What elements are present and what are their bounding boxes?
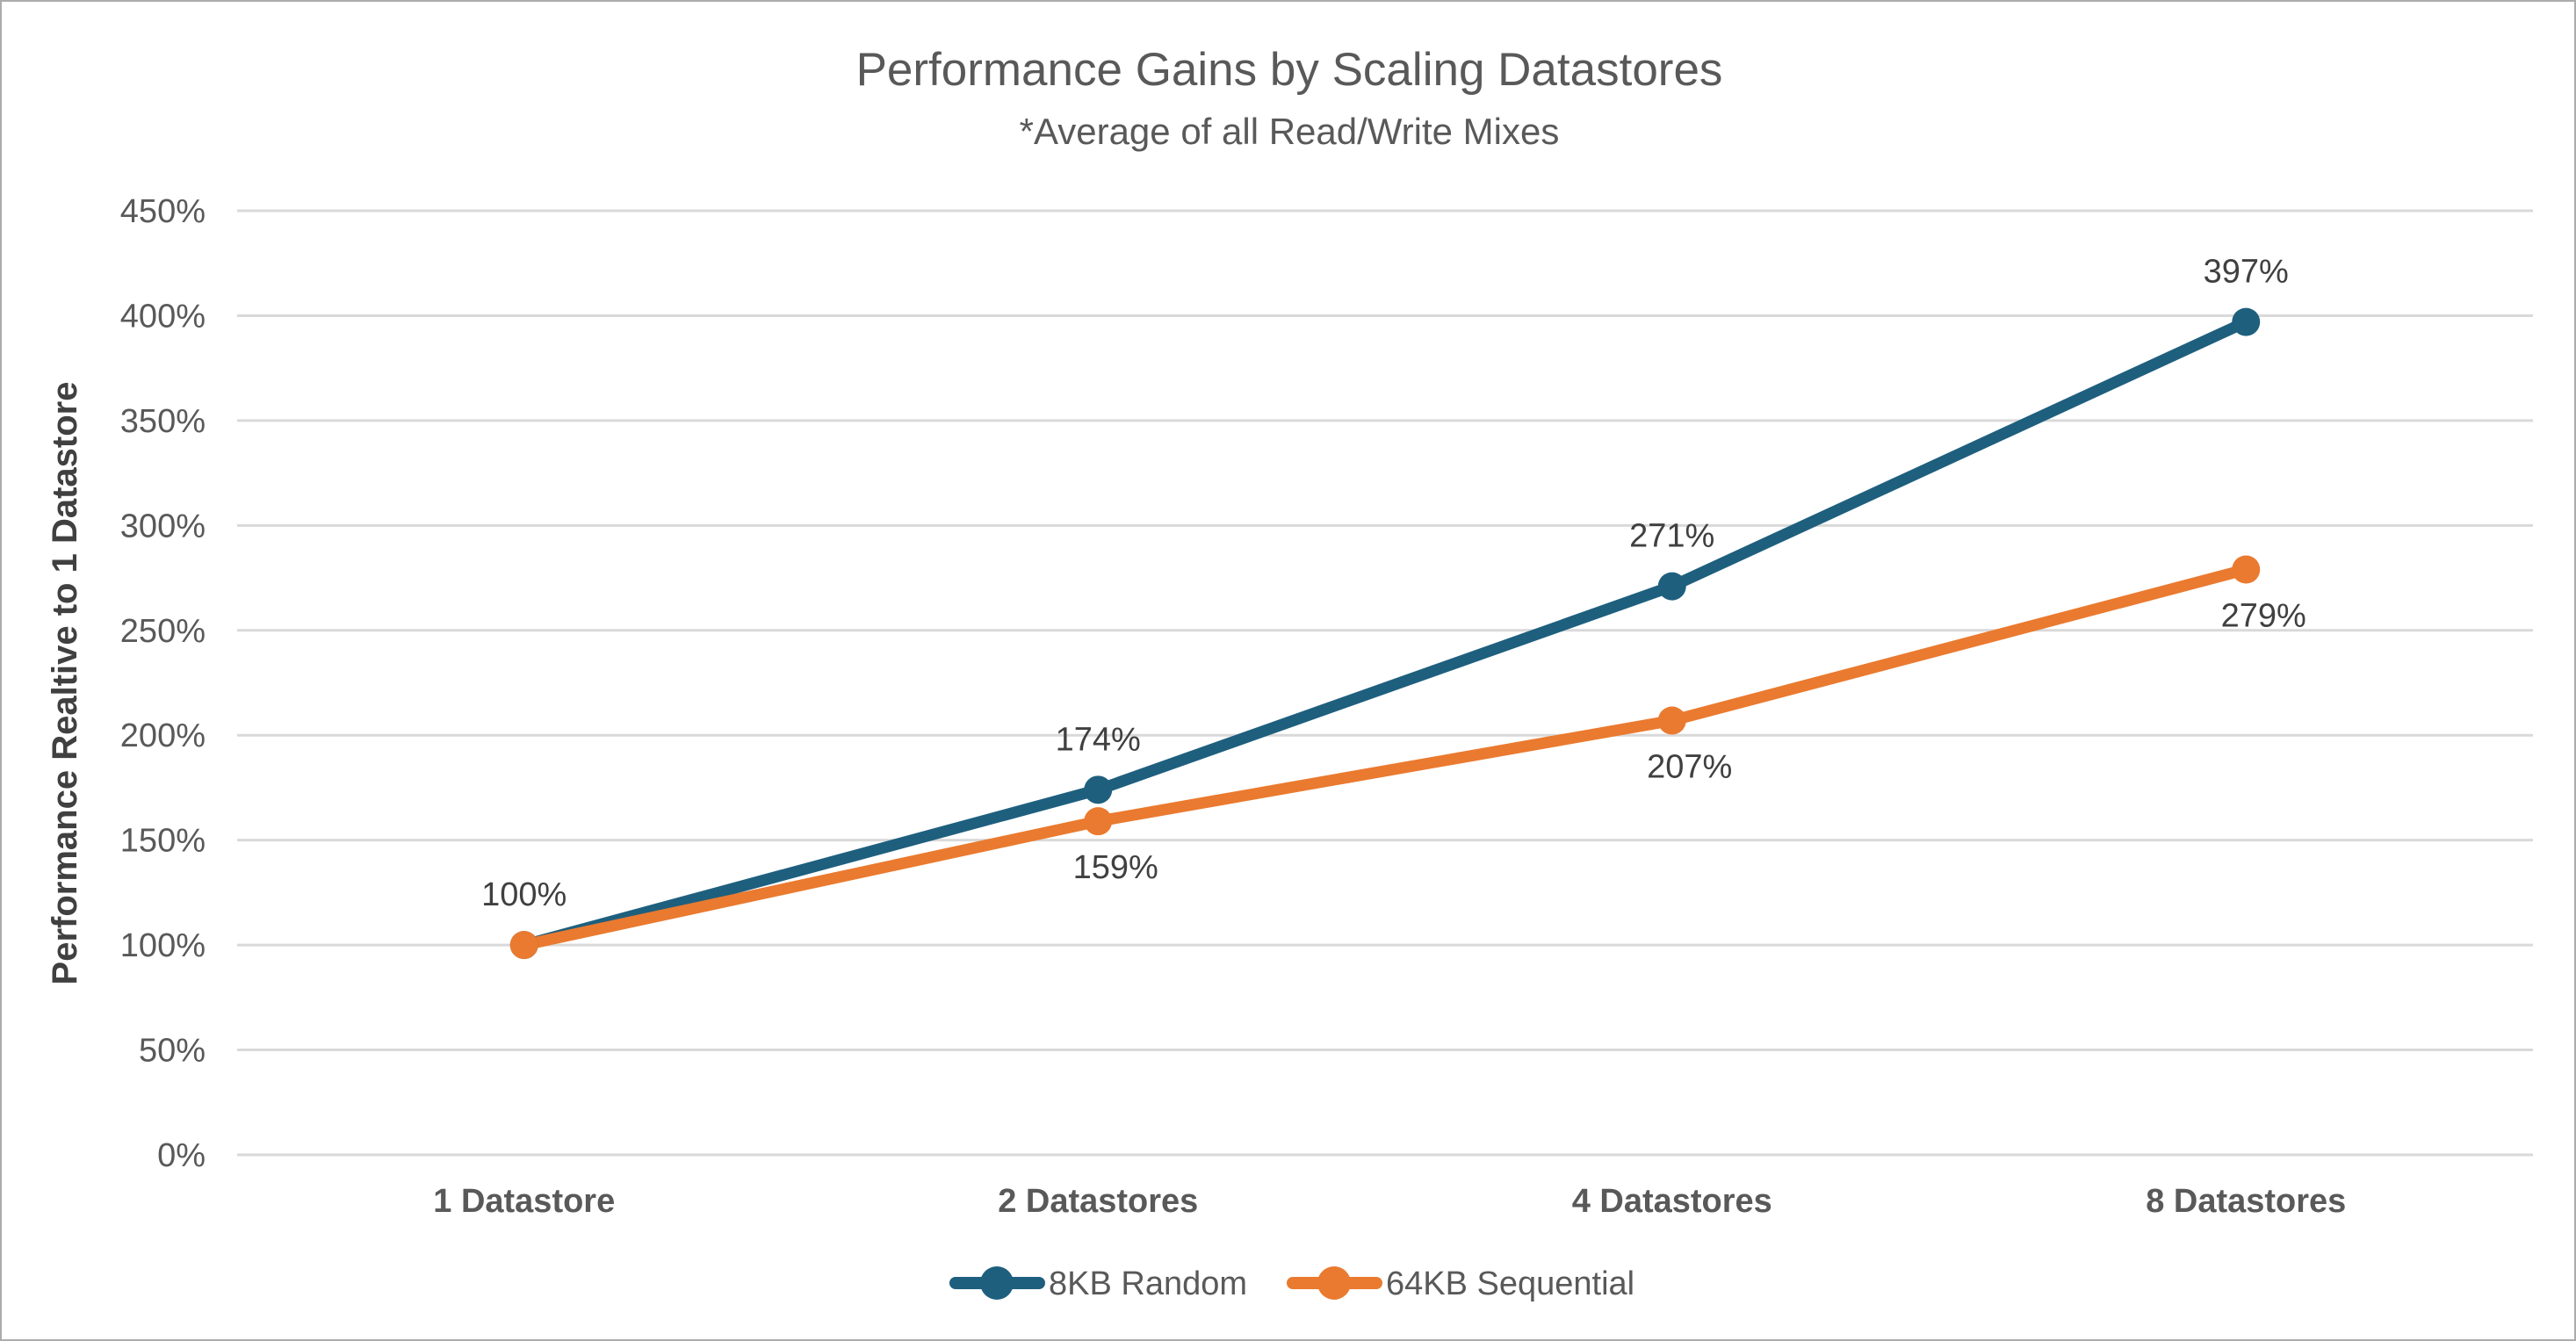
x-category-label: 4 Datastores	[1572, 1183, 1772, 1220]
y-axis-title: Performance Realtive to 1 Datastore	[46, 382, 84, 985]
data-labels: 100% 174% 271% 397% 159% 207% 279%	[481, 254, 2306, 913]
y-tick-label: 400%	[120, 298, 206, 335]
data-point-marker-0	[2232, 307, 2261, 336]
x-axis-category-labels: 1 Datastore 2 Datastores 4 Datastores 8 Dat…	[433, 1183, 2346, 1220]
y-tick-label: 150%	[120, 823, 206, 860]
y-tick-label: 350%	[120, 403, 206, 440]
y-tick-label: 100%	[120, 927, 206, 964]
data-label: 159%	[1073, 849, 1158, 886]
legend-label: 64KB Sequential	[1386, 1265, 1634, 1302]
data-label: 397%	[2204, 254, 2289, 291]
plot-area	[509, 307, 2261, 960]
x-category-label: 8 Datastores	[2146, 1183, 2346, 1220]
y-tick-label: 0%	[157, 1137, 206, 1174]
gridlines	[237, 209, 2533, 1157]
data-label: 174%	[1056, 721, 1141, 758]
y-tick-label: 450%	[120, 193, 206, 230]
y-axis-tick-labels: 0% 50% 100% 150% 200% 250% 300% 350% 400% 450%	[120, 193, 206, 1174]
series-line-1	[518, 564, 2252, 951]
data-point-marker-1	[509, 931, 538, 960]
data-label: 271%	[1629, 518, 1714, 555]
data-point-marker-1	[1657, 706, 1686, 735]
legend-item-64kb-sequential: 64KB Sequential	[1287, 1265, 1634, 1302]
legend: 8KB Random 64KB Sequential	[949, 1265, 1634, 1302]
y-tick-label: 250%	[120, 613, 206, 650]
series-line-0	[518, 316, 2252, 951]
x-category-label: 1 Datastore	[433, 1183, 615, 1220]
y-tick-label: 200%	[120, 717, 206, 754]
legend-dot-marker	[1317, 1266, 1351, 1300]
data-point-marker-1	[1084, 807, 1113, 836]
chart-title: Performance Gains by Scaling Datastores	[856, 44, 1723, 96]
legend-item-8kb-random: 8KB Random	[949, 1265, 1247, 1302]
y-tick-label: 300%	[120, 508, 206, 544]
chart-subtitle: *Average of all Read/Write Mixes	[1020, 111, 1560, 152]
legend-dot-marker	[980, 1266, 1014, 1300]
data-label: 279%	[2221, 598, 2306, 635]
x-category-label: 2 Datastores	[998, 1183, 1198, 1220]
legend-label: 8KB Random	[1049, 1265, 1247, 1302]
data-point-marker-0	[1657, 572, 1686, 601]
data-point-marker-0	[1084, 775, 1113, 804]
data-label: 207%	[1647, 749, 1732, 786]
data-point-marker-1	[2232, 555, 2261, 584]
y-tick-label: 50%	[139, 1033, 206, 1070]
data-label: 100%	[481, 876, 566, 913]
